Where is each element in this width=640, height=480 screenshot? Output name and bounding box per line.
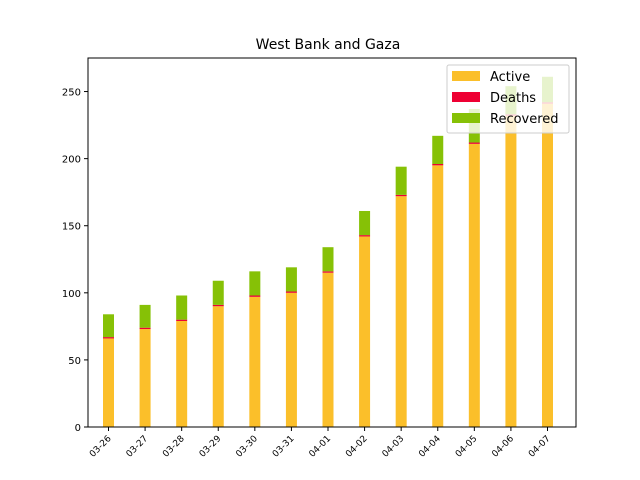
bar-active-03-31	[285, 292, 297, 427]
bar-deaths-03-26	[103, 337, 114, 339]
y-tick-label-50: 50	[68, 356, 81, 367]
bar-deaths-03-29	[212, 304, 224, 307]
bar-deaths-04-04	[432, 164, 444, 166]
bar-recovered-04-04	[432, 135, 444, 165]
bar-recovered-03-31	[285, 267, 297, 292]
legend-swatch-deaths	[452, 92, 480, 102]
plot-frame	[87, 57, 577, 428]
bar-deaths-03-27	[139, 327, 151, 330]
y-axis: 0 50 100 150 200 250	[62, 88, 88, 434]
bar-recovered-03-30	[249, 271, 261, 296]
bar-recovered-04-02	[359, 210, 371, 236]
bar-active-03-29	[212, 306, 224, 427]
bar-recovered-03-26	[103, 314, 114, 338]
bar-deaths-04-02	[359, 235, 371, 237]
bar-deaths-04-01	[322, 271, 334, 273]
bar-active-04-03	[395, 196, 407, 427]
bar-recovered-04-01	[322, 247, 334, 272]
bar-active-03-26	[103, 338, 114, 427]
y-tick-label-200: 200	[62, 155, 81, 166]
chart-title: West Bank and Gaza	[256, 37, 401, 53]
bar-recovered-04-03	[395, 166, 407, 195]
bar-deaths-04-05	[468, 142, 480, 144]
bar-deaths-04-03	[395, 194, 407, 197]
bar-deaths-03-30	[249, 295, 261, 297]
bar-active-03-28	[176, 321, 188, 427]
legend-label-active: Active	[490, 70, 530, 85]
y-tick-label-100: 100	[62, 289, 81, 300]
bar-active-04-07	[542, 103, 553, 428]
bar-active-03-27	[139, 329, 151, 427]
legend-label-deaths: Deaths	[490, 91, 536, 106]
bar-active-04-05	[468, 143, 480, 427]
legend-label-recovered: Recovered	[490, 112, 559, 127]
bar-active-04-04	[432, 165, 444, 427]
y-tick-label-0: 0	[75, 423, 81, 434]
legend: Active Deaths Recovered	[446, 64, 570, 134]
bar-deaths-03-28	[176, 319, 188, 321]
bar-deaths-03-31	[285, 291, 297, 293]
bar-active-04-01	[322, 272, 334, 427]
y-tick-label-250: 250	[62, 88, 81, 99]
bar-active-03-30	[249, 296, 261, 427]
bar-recovered-03-28	[176, 295, 188, 320]
bar-recovered-03-27	[139, 304, 151, 328]
legend-swatch-active	[452, 71, 480, 81]
legend-swatch-recovered	[452, 113, 480, 123]
bar-recovered-03-29	[212, 280, 224, 305]
bar-active-04-06	[505, 115, 517, 427]
bar-active-04-02	[359, 236, 371, 427]
y-tick-label-150: 150	[62, 222, 81, 233]
